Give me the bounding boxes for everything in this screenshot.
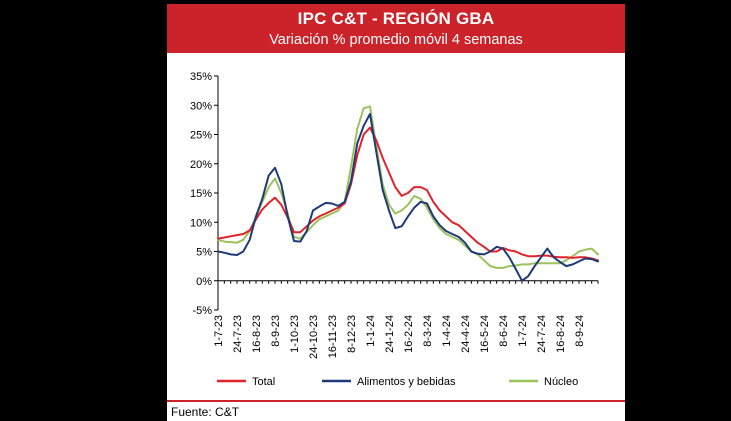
y-axis: -5% 0% 5% 10% 15% 20% 25% 30% 35% bbox=[190, 71, 219, 317]
source-note: Fuente: C&T bbox=[171, 405, 240, 419]
x-tick-label: 16-5-24 bbox=[479, 315, 491, 353]
y-tick-label: 5% bbox=[196, 247, 212, 259]
y-tick-label: 10% bbox=[190, 217, 212, 229]
footer-divider bbox=[167, 400, 625, 402]
y-tick-label: 30% bbox=[190, 100, 212, 112]
x-tick-label: 1-1-24 bbox=[365, 315, 377, 347]
y-tick-label: 35% bbox=[190, 71, 212, 83]
x-tick-label: 16-2-24 bbox=[403, 315, 415, 353]
x-tick-label: 1-7-24 bbox=[517, 315, 529, 347]
series-line-alimentos bbox=[217, 113, 599, 282]
x-tick-label: 24-1-24 bbox=[384, 315, 396, 353]
x-tick-label: 16-8-23 bbox=[251, 315, 263, 353]
x-tick-label: 24-7-24 bbox=[536, 315, 548, 353]
legend-item-nucleo-label: Núcleo bbox=[544, 376, 578, 388]
legend-item-total-label: Total bbox=[252, 376, 275, 388]
x-tick-label: 24-4-24 bbox=[460, 315, 472, 353]
x-tick-label: 1-10-23 bbox=[289, 315, 301, 353]
x-tick-label: 1-4-24 bbox=[441, 315, 453, 347]
chart-title: IPC C&T - REGIÓN GBA bbox=[297, 9, 495, 28]
x-axis: 1-7-23 24-7-23 16-8-23 8-9-23 1-10-23 24-10-2… bbox=[213, 280, 599, 359]
x-tick-label: 16-11-23 bbox=[327, 315, 339, 358]
chart-card: IPC C&T - REGIÓN GBA Variación % promedi… bbox=[167, 4, 625, 421]
x-tick-label: 16-8-24 bbox=[555, 315, 567, 353]
series-line-nucleo bbox=[217, 105, 599, 269]
x-tick-label: 8-6-24 bbox=[498, 315, 510, 347]
x-tick-label: 8-12-23 bbox=[346, 315, 358, 353]
series-line-total bbox=[217, 126, 599, 262]
y-tick-label: 15% bbox=[190, 188, 212, 200]
x-tick-label: 8-9-24 bbox=[574, 315, 586, 347]
y-tick-label: 25% bbox=[190, 130, 212, 142]
x-tick-label: 8-3-24 bbox=[422, 315, 434, 347]
series-lines bbox=[217, 105, 599, 282]
title-banner: IPC C&T - REGIÓN GBA Variación % promedi… bbox=[167, 4, 625, 53]
y-tick-label: 0% bbox=[196, 276, 212, 288]
y-tick-label: -5% bbox=[192, 305, 212, 317]
legend-item-alimentos-label: Alimentos y bebidas bbox=[357, 376, 456, 388]
x-tick-label: 1-7-23 bbox=[213, 315, 225, 347]
x-tick-label: 8-9-23 bbox=[270, 315, 282, 347]
y-tick-label: 20% bbox=[190, 159, 212, 171]
x-tick-label: 24-10-23 bbox=[308, 315, 320, 359]
line-chart: -5%0%5%10%15%20%25%30%35% 1-7-23 24-7-23 1… bbox=[190, 71, 599, 388]
x-tick-label: 24-7-23 bbox=[232, 315, 244, 353]
chart-subtitle: Variación % promedio móvil 4 semanas bbox=[269, 32, 523, 48]
legend: Total Alimentos y bebidas Núcleo bbox=[217, 376, 578, 388]
